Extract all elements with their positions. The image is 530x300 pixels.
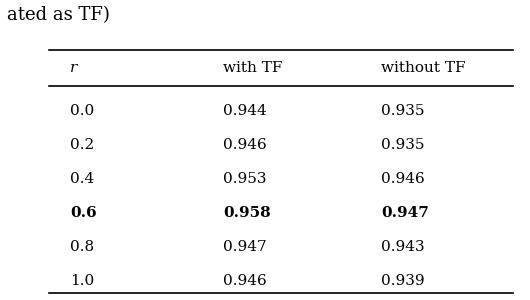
Text: 0.946: 0.946 — [223, 274, 267, 288]
Text: 0.958: 0.958 — [223, 206, 271, 220]
Text: 0.947: 0.947 — [223, 240, 267, 254]
Text: 0.943: 0.943 — [381, 240, 425, 254]
Text: 0.6: 0.6 — [70, 206, 96, 220]
Text: 0.953: 0.953 — [223, 172, 266, 186]
Text: 0.8: 0.8 — [70, 240, 94, 254]
Text: without TF: without TF — [381, 61, 465, 75]
Text: 0.2: 0.2 — [70, 138, 94, 152]
Text: 0.947: 0.947 — [381, 206, 429, 220]
Text: 0.935: 0.935 — [381, 104, 425, 118]
Text: with TF: with TF — [223, 61, 282, 75]
Text: 1.0: 1.0 — [70, 274, 94, 288]
Text: 0.939: 0.939 — [381, 274, 425, 288]
Text: 0.946: 0.946 — [223, 138, 267, 152]
Text: ated as TF): ated as TF) — [7, 6, 110, 24]
Text: 0.944: 0.944 — [223, 104, 267, 118]
Text: r: r — [70, 61, 77, 75]
Text: 0.4: 0.4 — [70, 172, 94, 186]
Text: 0.0: 0.0 — [70, 104, 94, 118]
Text: 0.935: 0.935 — [381, 138, 425, 152]
Text: 0.946: 0.946 — [381, 172, 425, 186]
